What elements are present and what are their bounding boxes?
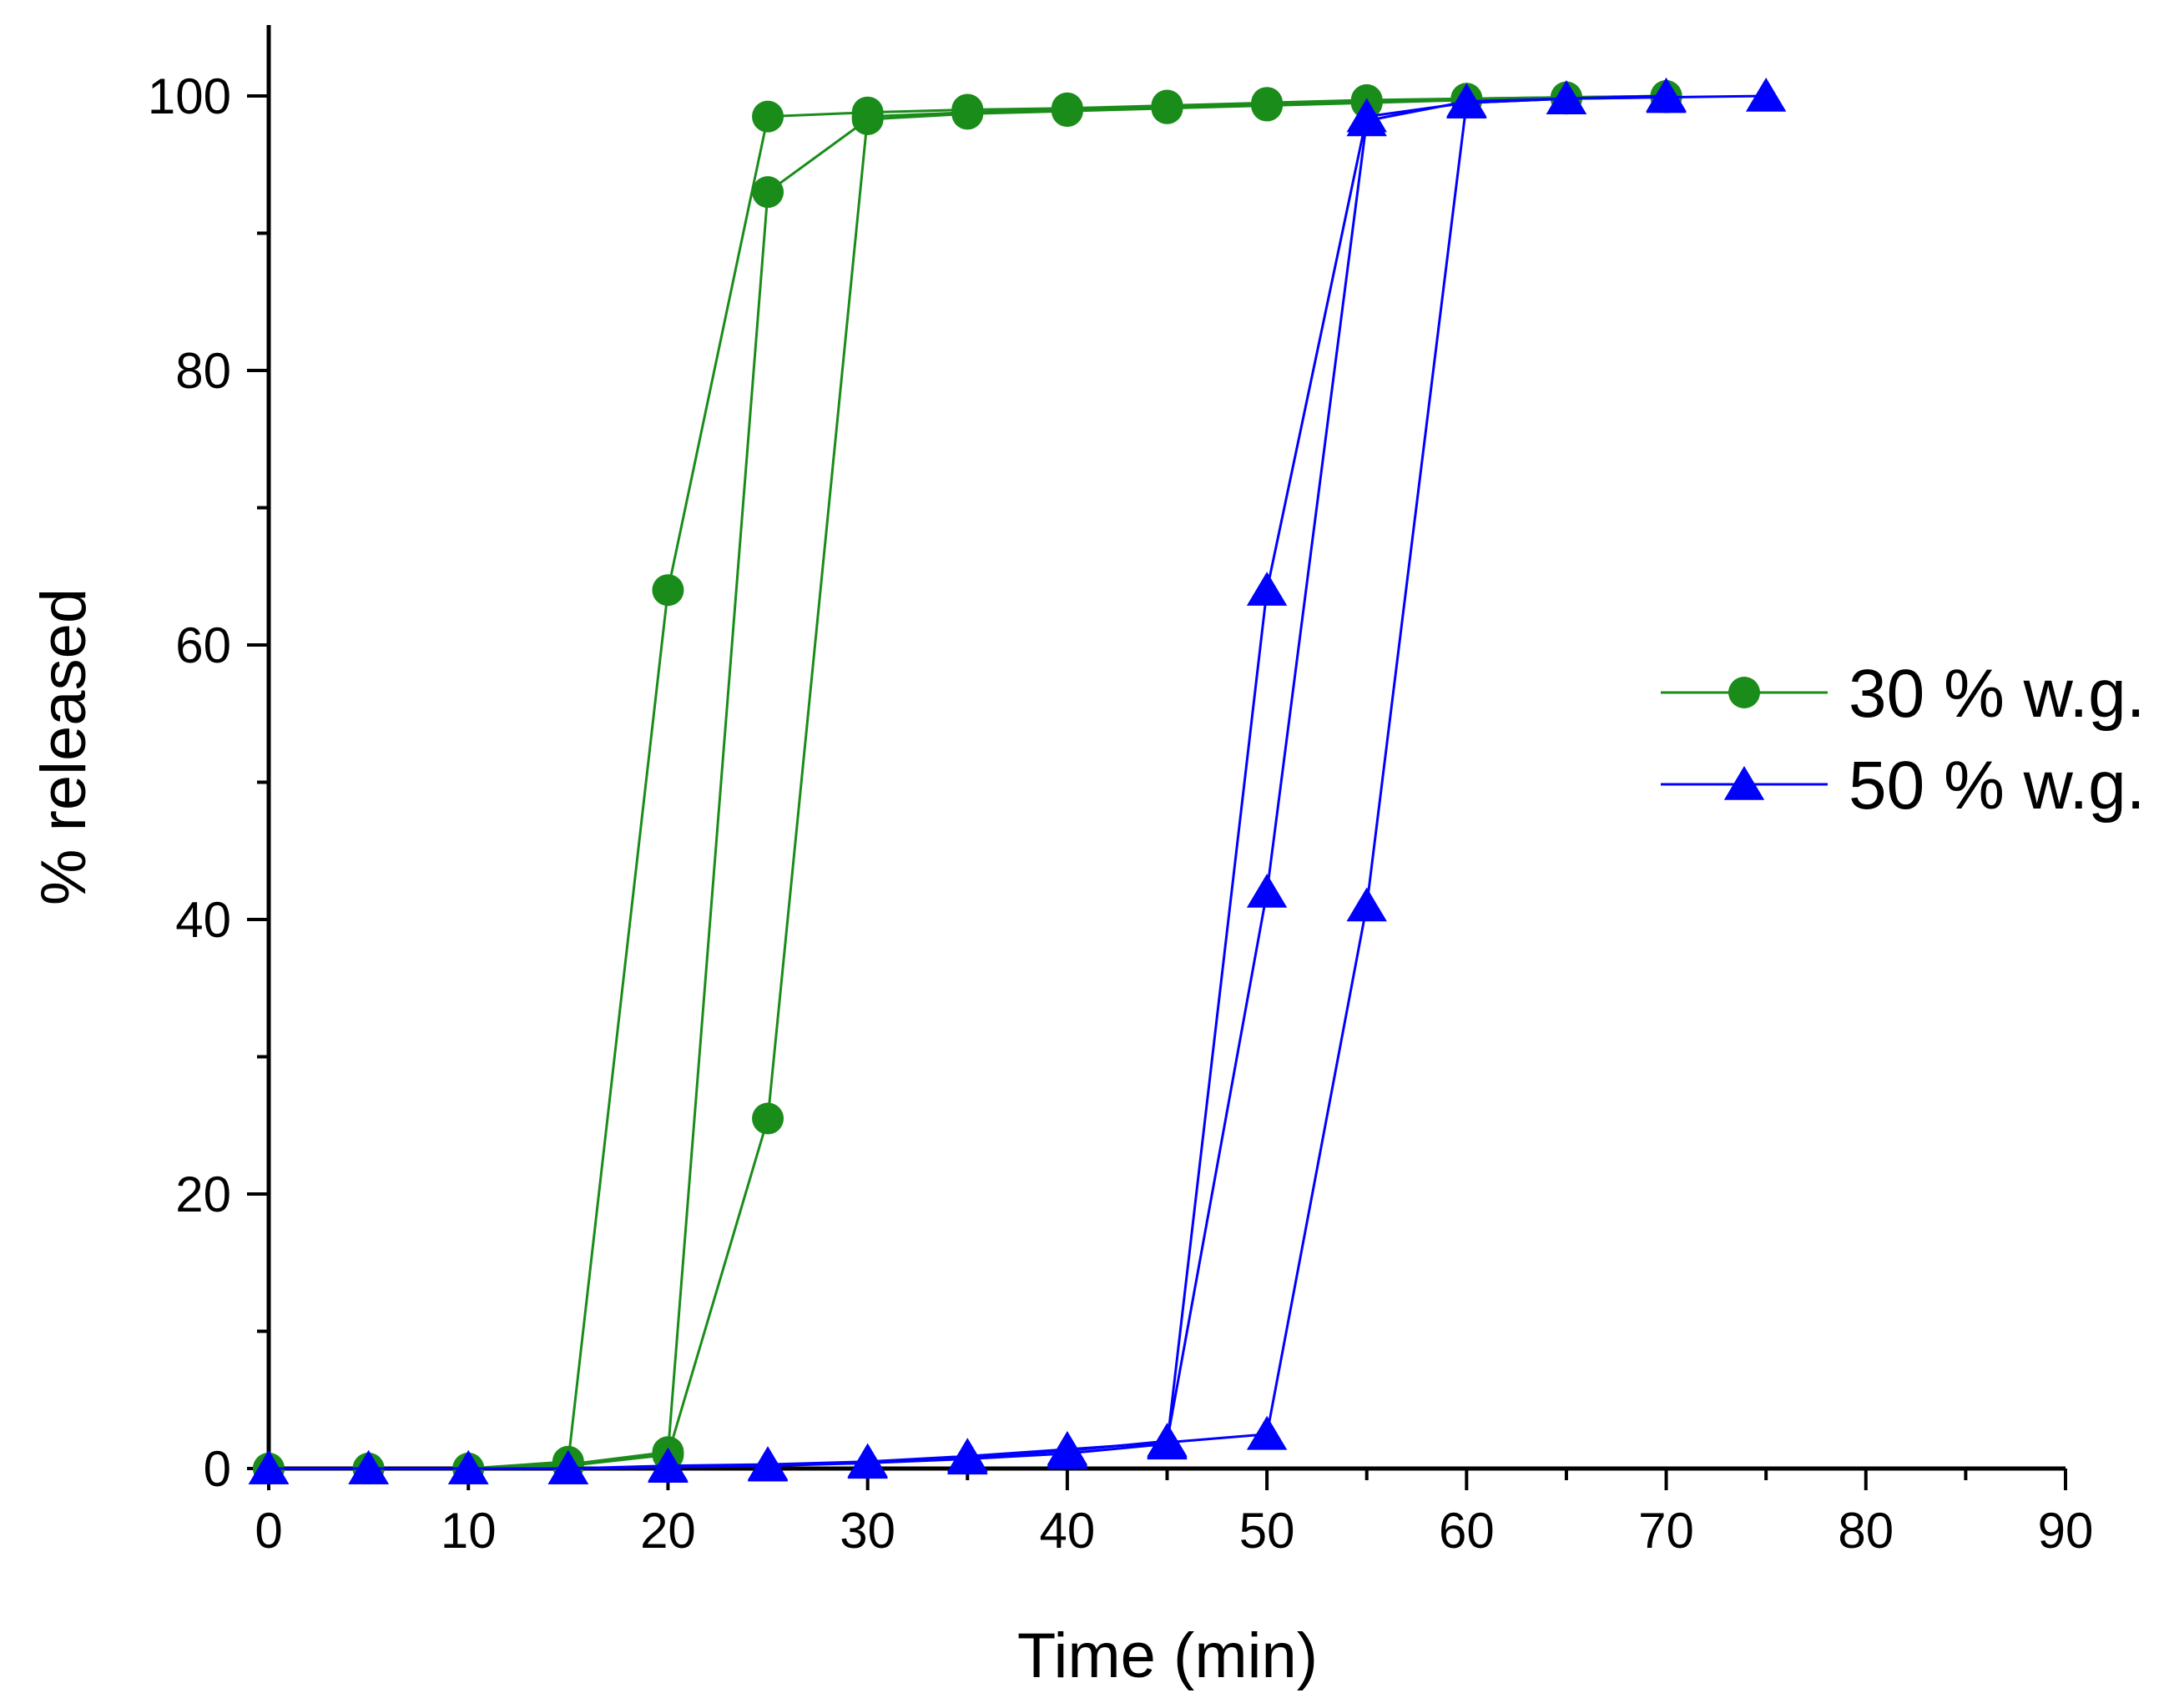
data-point: [448, 1450, 489, 1484]
x-tick-label: 40: [1040, 1503, 1096, 1559]
y-tick-label: 40: [175, 892, 231, 948]
legend-item-1[interactable]: 30 % w.g.: [1661, 656, 2146, 732]
data-point: [652, 574, 684, 607]
data-point: [648, 1447, 689, 1482]
x-tick-label: 70: [1638, 1503, 1694, 1559]
legend[interactable]: 30 % w.g. 50 % w.g.: [1661, 656, 2146, 824]
legend-label: 50 % w.g.: [1849, 748, 2146, 824]
y-tick-label: 0: [204, 1441, 231, 1497]
axes: 0 10 20 30 40 50 60 70 80 90 0 20 40 60 80 100: [148, 25, 2093, 1559]
series-4: [248, 78, 1687, 1484]
data-point: [1151, 91, 1183, 123]
data-point: [1546, 80, 1587, 114]
data-point: [248, 1450, 290, 1484]
series-line: [269, 94, 1767, 1470]
data-point: [1446, 84, 1487, 118]
data-point: [547, 1450, 589, 1484]
data-point: [1745, 78, 1787, 112]
data-point: [851, 100, 884, 133]
data-point: [1251, 88, 1284, 120]
data-point: [947, 1438, 988, 1472]
x-tick-label: 50: [1239, 1503, 1295, 1559]
y-axis-title: % released: [28, 588, 99, 905]
data-point: [1047, 1430, 1088, 1465]
series-line: [269, 94, 1667, 1470]
data-point: [747, 1446, 789, 1480]
x-tick-label: 20: [640, 1503, 696, 1559]
series-line: [269, 94, 1667, 1470]
series-1: [253, 80, 1682, 1484]
x-tick-label: 0: [255, 1503, 282, 1559]
x-tick-label: 80: [1838, 1503, 1894, 1559]
x-tick-label: 60: [1439, 1503, 1495, 1559]
data-point: [1246, 572, 1288, 606]
y-tick-label: 60: [175, 617, 231, 673]
x-axis-title: Time (min): [1017, 1620, 1318, 1691]
data-point: [752, 176, 784, 209]
data-point: [847, 1443, 888, 1478]
y-tick-label: 100: [148, 68, 231, 124]
x-tick-label: 30: [840, 1503, 895, 1559]
data-point: [752, 100, 784, 133]
legend-item-2[interactable]: 50 % w.g.: [1661, 748, 2146, 824]
data-point: [1346, 887, 1387, 922]
data-point: [348, 1450, 389, 1484]
series-line: [269, 94, 1667, 1470]
legend-marker: [1728, 677, 1760, 708]
y-tick-label: 20: [175, 1166, 231, 1222]
series-6: [248, 78, 1787, 1484]
data-point: [951, 96, 984, 128]
series-3: [253, 80, 1682, 1484]
data-point: [1346, 102, 1387, 137]
data-point: [1246, 1415, 1288, 1450]
series-layer: [248, 78, 1787, 1484]
series-2: [253, 81, 1682, 1484]
data-point: [1051, 93, 1083, 126]
y-tick-label: 80: [175, 343, 231, 399]
series-line: [269, 96, 1667, 1470]
series-line: [269, 94, 1667, 1470]
series-5: [248, 78, 1687, 1484]
data-point: [752, 1102, 784, 1135]
data-point: [1646, 78, 1687, 113]
data-point: [1147, 1423, 1188, 1459]
data-point: [1246, 874, 1288, 908]
x-tick-label: 90: [2038, 1503, 2094, 1559]
legend-label: 30 % w.g.: [1849, 656, 2146, 732]
legend-marker: [1723, 766, 1765, 800]
x-tick-label: 10: [441, 1503, 497, 1559]
